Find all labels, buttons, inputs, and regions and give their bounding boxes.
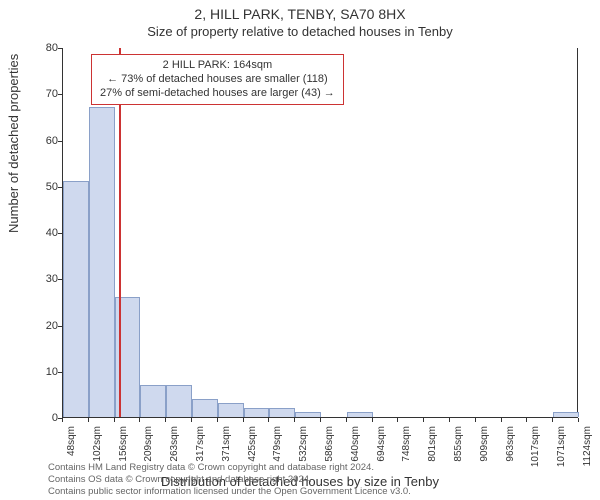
x-tick-mark: [294, 418, 295, 422]
x-tick-label: 855sqm: [453, 426, 464, 476]
x-tick-mark: [552, 418, 553, 422]
x-tick-label: 963sqm: [505, 426, 516, 476]
histogram-bar: [347, 412, 373, 417]
annotation-line-3: 27% of semi-detached houses are larger (…: [100, 87, 335, 101]
footer-line-2: Contains OS data © Crown copyright and d…: [48, 474, 411, 486]
x-tick-mark: [217, 418, 218, 422]
x-tick-mark: [501, 418, 502, 422]
y-tick-label: 50: [36, 181, 58, 193]
x-tick-label: 1124sqm: [582, 426, 593, 476]
x-tick-mark: [268, 418, 269, 422]
footer-line-1: Contains HM Land Registry data © Crown c…: [48, 462, 411, 474]
histogram-bar: [244, 408, 270, 417]
x-tick-mark: [526, 418, 527, 422]
plot-area: 2 HILL PARK: 164sqm ← 73% of detached ho…: [62, 48, 578, 418]
histogram-bar: [295, 412, 321, 417]
y-tick-label: 40: [36, 227, 58, 239]
annotation-box: 2 HILL PARK: 164sqm ← 73% of detached ho…: [91, 54, 344, 105]
x-tick-mark: [165, 418, 166, 422]
y-tick-label: 30: [36, 273, 58, 285]
x-tick-mark: [449, 418, 450, 422]
annotation-line-2: ← 73% of detached houses are smaller (11…: [100, 73, 335, 87]
histogram-bar: [269, 408, 295, 417]
y-tick-label: 0: [36, 412, 58, 424]
chart-subtitle: Size of property relative to detached ho…: [0, 24, 600, 39]
y-tick-label: 60: [36, 135, 58, 147]
y-axis-label: Number of detached properties: [6, 54, 21, 233]
y-tick-label: 70: [36, 88, 58, 100]
x-tick-mark: [320, 418, 321, 422]
x-tick-mark: [114, 418, 115, 422]
x-tick-label: 909sqm: [479, 426, 490, 476]
histogram-bar: [166, 385, 192, 417]
x-tick-mark: [397, 418, 398, 422]
x-tick-mark: [372, 418, 373, 422]
footer-line-3: Contains public sector information licen…: [48, 486, 411, 498]
histogram-bar: [218, 403, 244, 417]
chart-container: 2, HILL PARK, TENBY, SA70 8HX Size of pr…: [0, 0, 600, 500]
x-tick-mark: [475, 418, 476, 422]
footer-attribution: Contains HM Land Registry data © Crown c…: [48, 462, 411, 498]
x-tick-mark: [62, 418, 63, 422]
histogram-bar: [89, 107, 115, 417]
x-tick-mark: [578, 418, 579, 422]
x-tick-mark: [191, 418, 192, 422]
chart-title: 2, HILL PARK, TENBY, SA70 8HX: [0, 6, 600, 22]
histogram-bar: [192, 399, 218, 418]
x-tick-mark: [139, 418, 140, 422]
y-tick-label: 80: [36, 42, 58, 54]
x-tick-mark: [243, 418, 244, 422]
x-tick-mark: [346, 418, 347, 422]
histogram-bar: [63, 181, 89, 417]
x-tick-mark: [423, 418, 424, 422]
y-tick-label: 20: [36, 320, 58, 332]
histogram-bar: [140, 385, 166, 417]
annotation-line-1: 2 HILL PARK: 164sqm: [100, 59, 335, 73]
histogram-bar: [553, 412, 579, 417]
x-tick-label: 1071sqm: [556, 426, 567, 476]
y-tick-label: 10: [36, 366, 58, 378]
x-tick-label: 1017sqm: [530, 426, 541, 476]
x-tick-label: 801sqm: [427, 426, 438, 476]
x-tick-mark: [88, 418, 89, 422]
